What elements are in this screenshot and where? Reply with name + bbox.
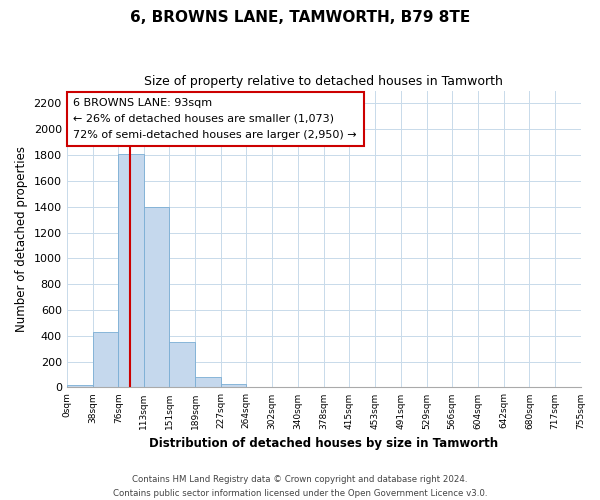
Y-axis label: Number of detached properties: Number of detached properties (15, 146, 28, 332)
X-axis label: Distribution of detached houses by size in Tamworth: Distribution of detached houses by size … (149, 437, 498, 450)
Bar (169, 342, 195, 388)
Bar (247, 387, 272, 388)
Bar (143, 206, 169, 388)
Bar (67, 385, 92, 388)
Bar (221, 384, 247, 388)
Text: 6, BROWNS LANE, TAMWORTH, B79 8TE: 6, BROWNS LANE, TAMWORTH, B79 8TE (130, 10, 470, 25)
Text: Contains HM Land Registry data © Crown copyright and database right 2024.
Contai: Contains HM Land Registry data © Crown c… (113, 476, 487, 498)
Bar (195, 377, 221, 388)
Bar (118, 154, 143, 388)
Title: Size of property relative to detached houses in Tamworth: Size of property relative to detached ho… (144, 75, 503, 88)
Bar (92, 332, 118, 388)
Text: 6 BROWNS LANE: 93sqm
← 26% of detached houses are smaller (1,073)
72% of semi-de: 6 BROWNS LANE: 93sqm ← 26% of detached h… (73, 98, 357, 140)
